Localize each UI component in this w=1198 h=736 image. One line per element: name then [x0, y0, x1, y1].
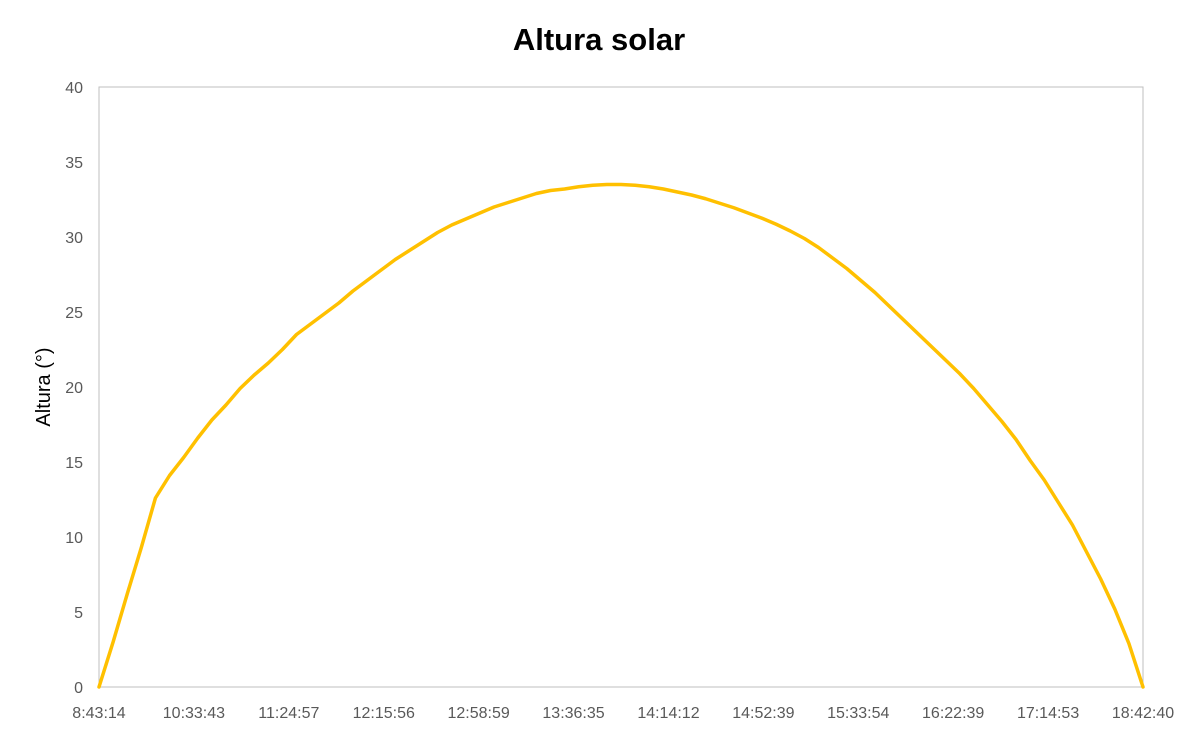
y-tick-label: 35 — [65, 155, 83, 172]
y-tick-label: 10 — [65, 530, 83, 547]
y-axis-ticks: 0 5 10 15 20 25 30 35 40 — [65, 80, 83, 697]
chart-title: Altura solar — [513, 22, 685, 57]
plot-area-frame — [98, 86, 1144, 688]
x-tick-label: 14:14:12 — [637, 705, 699, 722]
x-tick-label: 18:42:40 — [1112, 705, 1174, 722]
x-tick-label: 16:22:39 — [922, 705, 984, 722]
x-axis-ticks: 8:43:14 10:33:43 11:24:57 12:15:56 12:58:59 1… — [72, 705, 1174, 722]
series-line-altura-solar — [97, 182, 1145, 689]
y-tick-label: 20 — [65, 380, 83, 397]
x-tick-label: 17:14:53 — [1017, 705, 1079, 722]
y-tick-label: 25 — [65, 305, 83, 322]
x-tick-label: 14:52:39 — [732, 705, 794, 722]
x-tick-label: 10:33:43 — [163, 705, 225, 722]
y-tick-label: 15 — [65, 455, 83, 472]
y-tick-label: 0 — [74, 680, 83, 697]
x-tick-label: 13:36:35 — [542, 705, 604, 722]
y-tick-label: 5 — [74, 605, 83, 622]
x-tick-label: 15:33:54 — [827, 705, 889, 722]
y-axis-label: Altura (°) — [33, 347, 55, 426]
x-tick-label: 11:24:57 — [258, 705, 319, 722]
y-tick-label: 30 — [65, 230, 83, 247]
x-tick-label: 8:43:14 — [72, 705, 125, 722]
y-tick-label: 40 — [65, 80, 83, 97]
series-layer — [97, 182, 1145, 689]
x-tick-label: 12:58:59 — [447, 705, 509, 722]
x-tick-label: 12:15:56 — [353, 705, 415, 722]
